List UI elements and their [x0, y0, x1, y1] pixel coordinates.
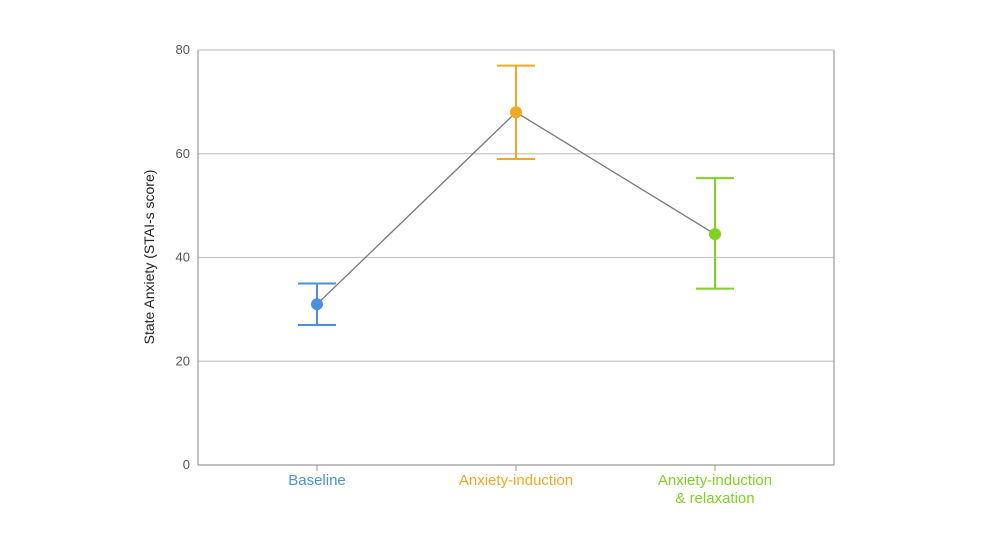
- x-tick-labels: Baseline Anxiety-induction Anxiety-inducti…: [288, 472, 772, 507]
- x-category-label-line: Baseline: [288, 472, 346, 489]
- y-tick-label: 60: [176, 146, 190, 161]
- data-point: [311, 298, 323, 311]
- x-category-label: Baseline: [288, 472, 346, 489]
- y-axis-title: State Anxiety (STAI-s score): [141, 170, 157, 345]
- y-tick-labels: 0 20 40 60 80: [176, 42, 190, 472]
- y-tick-label: 20: [176, 353, 190, 368]
- x-category-label-line: Anxiety-induction: [459, 472, 573, 489]
- plot-frame: [197, 50, 835, 471]
- y-tick-label: 0: [183, 457, 190, 472]
- x-category-label-line: Anxiety-induction: [658, 472, 772, 489]
- x-category-label: Anxiety-induction: [459, 472, 573, 489]
- data-point: [510, 106, 522, 119]
- data-point: [709, 228, 721, 241]
- y-tick-label: 80: [176, 42, 190, 57]
- x-category-label-line: & relaxation: [675, 490, 754, 507]
- x-category-label: Anxiety-induction & relaxation: [658, 472, 772, 507]
- y-tick-label: 40: [176, 250, 190, 265]
- series-layer: [298, 64, 734, 326]
